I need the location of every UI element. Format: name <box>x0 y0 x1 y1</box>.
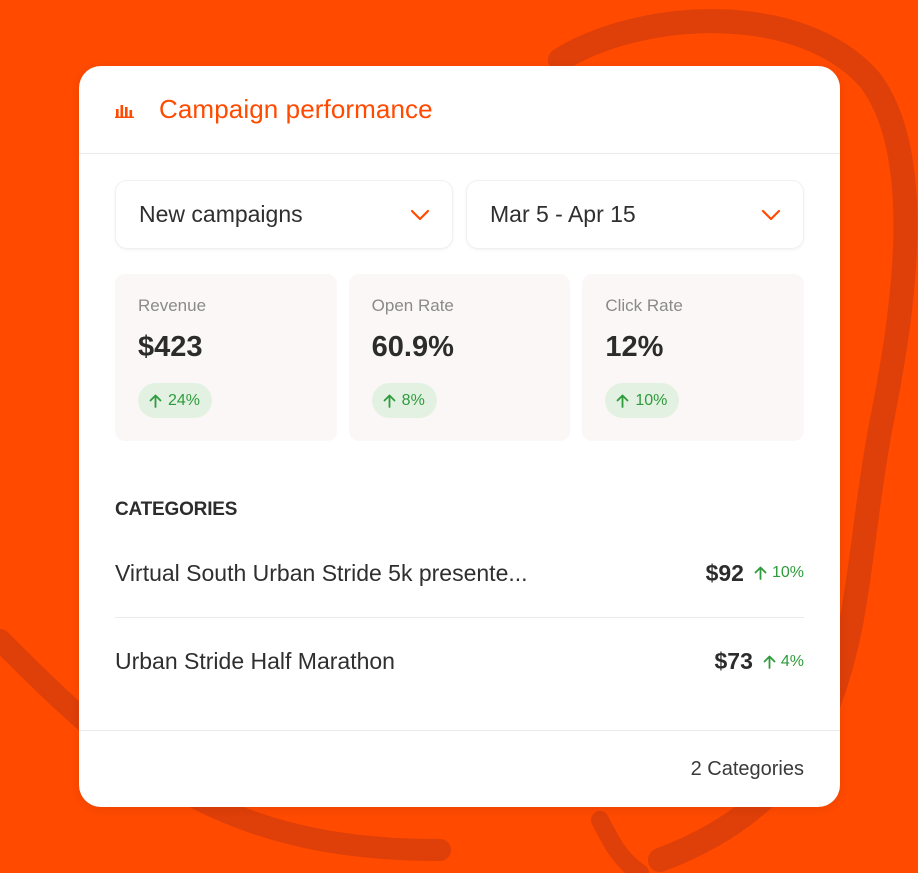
category-amount: $73 <box>714 648 753 674</box>
category-metrics: $92 10% <box>706 560 804 587</box>
campaign-performance-card: Campaign performance New campaigns Mar 5… <box>79 66 840 807</box>
stat-card-revenue: Revenue $423 24% <box>115 274 337 441</box>
bar-chart-icon <box>115 104 134 118</box>
list-item[interactable]: Virtual South Urban Stride 5k presente..… <box>115 529 804 617</box>
list-item[interactable]: Urban Stride Half Marathon $73 4% <box>115 617 804 705</box>
change-badge: 24% <box>138 383 213 418</box>
stat-label: Open Rate <box>371 296 454 315</box>
change-value: 10% <box>771 564 804 581</box>
card-title: Campaign performance <box>159 94 433 124</box>
categories-count: 2 Categories <box>690 757 804 780</box>
arrow-up-icon <box>149 394 162 408</box>
card-footer: 2 Categories <box>79 730 840 807</box>
category-change: 10% <box>754 564 804 582</box>
chevron-down-icon <box>410 209 430 220</box>
stat-label: Click Rate <box>605 296 683 315</box>
filters-bar: New campaigns Mar 5 - Apr 15 <box>115 180 804 249</box>
stat-value: 60.9% <box>371 331 454 363</box>
date-range-select-value: Mar 5 - Apr 15 <box>490 201 636 227</box>
arrow-up-icon <box>616 394 629 408</box>
change-badge: 10% <box>605 383 680 418</box>
category-name: Urban Stride Half Marathon <box>115 648 395 674</box>
categories-heading: CATEGORIES <box>115 499 238 520</box>
change-value: 24% <box>168 391 201 409</box>
campaign-select-value: New campaigns <box>139 201 303 227</box>
category-metrics: $73 4% <box>715 648 805 675</box>
categories-list: Virtual South Urban Stride 5k presente..… <box>115 529 804 705</box>
category-amount: $92 <box>705 559 744 586</box>
chevron-down-icon <box>761 209 781 220</box>
card-header: Campaign performance <box>79 66 840 154</box>
stat-value: 12% <box>605 331 664 363</box>
category-change: 4% <box>763 653 804 671</box>
change-badge: 8% <box>371 383 437 418</box>
arrow-up-icon <box>383 394 396 408</box>
change-value: 8% <box>401 391 425 409</box>
stat-label: Revenue <box>138 296 207 315</box>
arrow-up-icon <box>763 655 776 669</box>
date-range-select[interactable]: Mar 5 - Apr 15 <box>466 180 804 249</box>
campaign-select[interactable]: New campaigns <box>115 180 453 249</box>
arrow-up-icon <box>754 566 767 580</box>
change-value: 10% <box>635 391 668 409</box>
stat-card-open-rate: Open Rate 60.9% 8% <box>348 274 571 441</box>
stats-row: Revenue $423 24% Open Rate 60.9% 8% <box>115 274 805 441</box>
stat-card-click-rate: Click Rate 12% 10% <box>582 274 805 441</box>
change-value: 4% <box>780 652 804 670</box>
category-name: Virtual South Urban Stride 5k presente..… <box>115 559 528 586</box>
stat-value: $423 <box>138 331 203 363</box>
